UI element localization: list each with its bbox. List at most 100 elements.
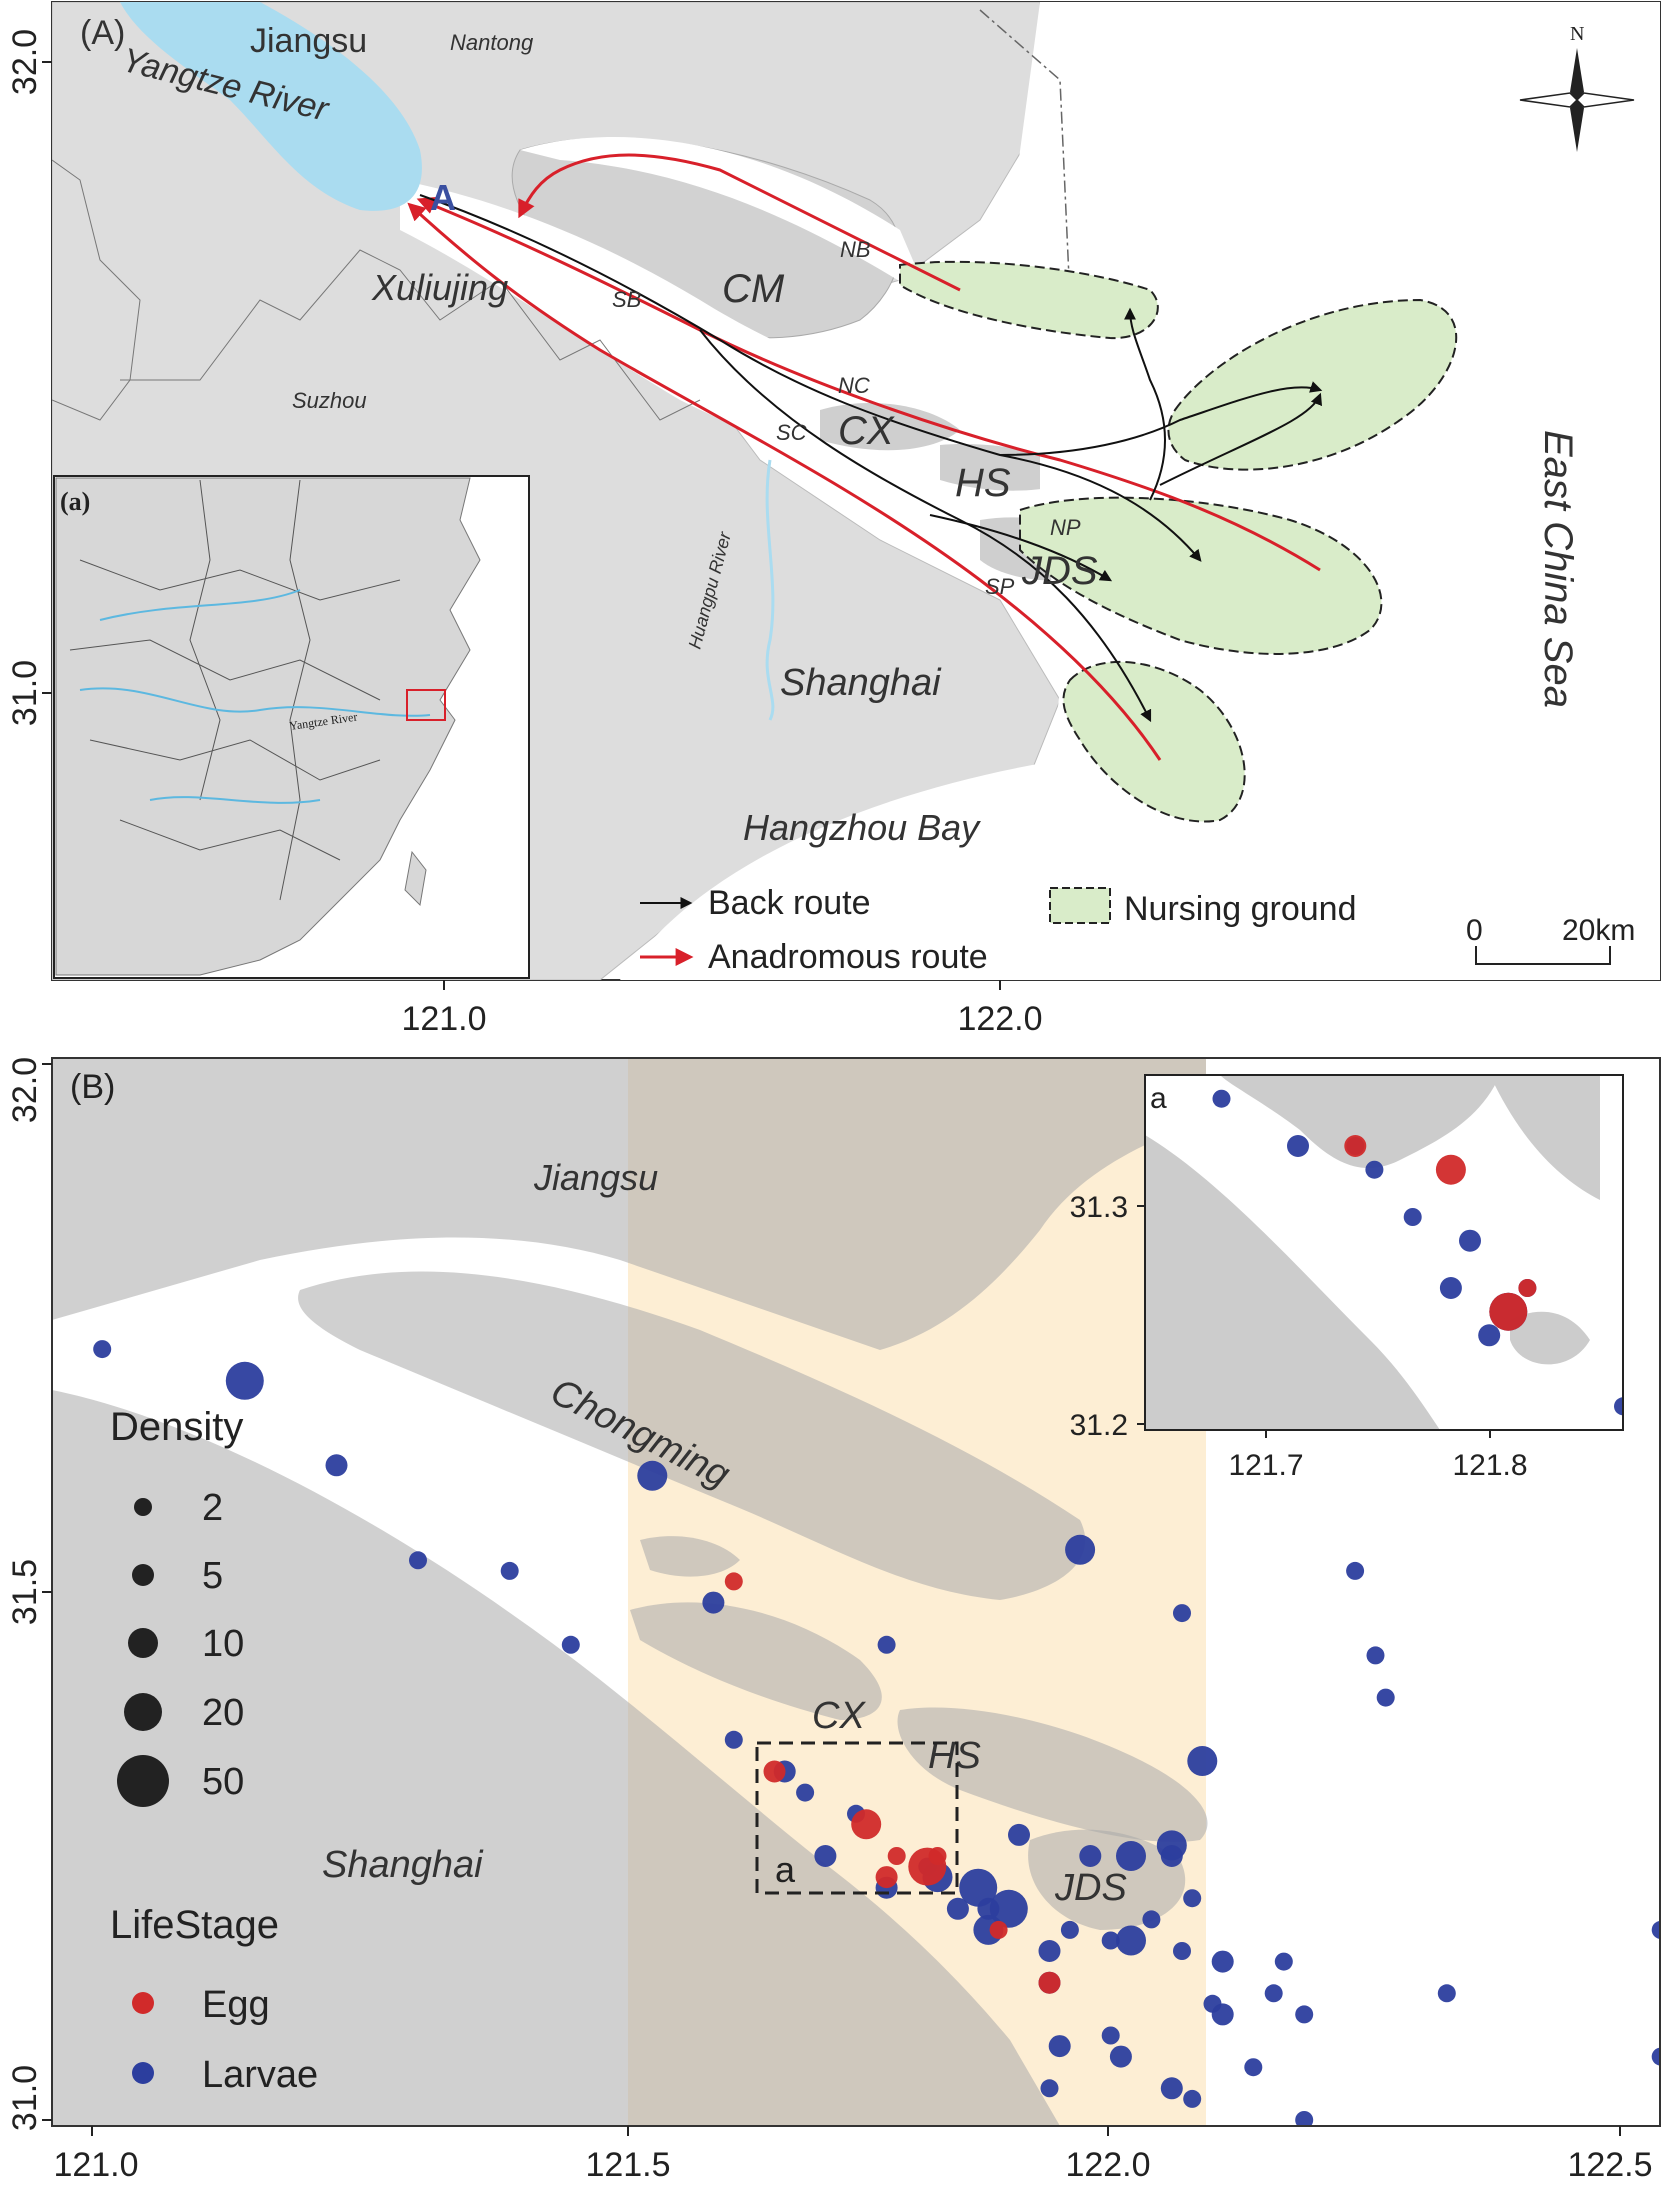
egg-point: [1435, 1154, 1466, 1185]
label-east-china-sea: East China Sea: [1536, 430, 1580, 708]
larvae-point: [637, 1460, 668, 1491]
egg-point: [763, 1760, 786, 1783]
north-arrow-icon: N: [1519, 23, 1635, 152]
sea-boundary: [979, 9, 1071, 301]
inset-ytick-313: 31.3: [1070, 1191, 1128, 1224]
panel-a-ytick-31: 31.0: [6, 660, 44, 726]
panel-b: (B) Jiangsu Chongming CX HS JDS Shanghai…: [6, 1057, 1661, 2184]
inset-land-islet: [1510, 1311, 1590, 1365]
panel-b-land-north: [52, 1058, 1206, 1350]
larvae-point: [724, 1730, 743, 1749]
larvae-point: [1295, 2005, 1314, 2024]
label-sp: SP: [985, 574, 1015, 599]
egg-point: [875, 1866, 898, 1889]
larvae-point: [1478, 1324, 1501, 1347]
larvae-point: [959, 1868, 998, 1907]
routes: [407, 153, 1323, 761]
larvae-point: [1459, 1229, 1481, 1252]
larvae-point: [1116, 1841, 1146, 1871]
density-swatch-5: [132, 1564, 154, 1586]
panel-b-ytick-315: 31.5: [6, 1559, 44, 1625]
larvae-point: [946, 1897, 969, 1920]
label-jds-b: JDS: [1054, 1867, 1127, 1909]
larvae-point: [1065, 1534, 1096, 1565]
panel-b-inset-label: a: [1150, 1082, 1167, 1115]
larvae-point: [989, 1889, 1028, 1928]
lifestage-larvae-swatch: [132, 2062, 154, 2084]
density-swatch-10: [128, 1628, 158, 1658]
admin-boundary: [120, 249, 701, 421]
larvae-point: [1376, 1688, 1395, 1707]
inset-area-box: [755, 1741, 959, 1895]
larvae-point: [1365, 1160, 1384, 1179]
label-hs-b: HS: [928, 1735, 981, 1777]
larvae-point: [500, 1561, 519, 1580]
panel-b-chongming: [298, 1271, 1086, 1600]
label-nc: NC: [838, 373, 870, 398]
larvae-point: [796, 1783, 815, 1802]
legend-anadromous-route-label: Anadromous route: [708, 938, 988, 976]
larvae-point: [1156, 1830, 1187, 1861]
inset-land: [55, 477, 481, 976]
label-shanghai-a: Shanghai: [780, 662, 942, 704]
legend-back-route-label: Back route: [708, 884, 871, 922]
larvae-point: [877, 1635, 896, 1654]
larvae-point: [1101, 2026, 1120, 2045]
density-label-20: 20: [202, 1692, 244, 1734]
larvae-point: [409, 1551, 427, 1570]
panel-b-points: [93, 1340, 1660, 2126]
egg-point: [989, 1920, 1008, 1939]
inset-xtick-1218: 121.8: [1452, 1449, 1527, 1482]
north-branch: [520, 136, 930, 300]
label-hangzhou-bay: Hangzhou Bay: [743, 807, 981, 848]
label-jiangsu-a: Jiangsu: [250, 22, 367, 60]
larvae-point: [93, 1340, 112, 1359]
label-shanghai-b: Shanghai: [322, 1844, 484, 1886]
lifestage-egg-swatch: [132, 1992, 154, 2014]
sea: [620, 2, 1660, 980]
label-suzhou: Suzhou: [292, 388, 367, 413]
label-sb: SB: [612, 287, 641, 312]
back-route-2: [999, 381, 1323, 456]
larvae-point: [1212, 1089, 1231, 1108]
label-cm: CM: [722, 267, 785, 311]
label-xuliujing: Xuliujing: [371, 267, 508, 308]
larvae-point: [1101, 1931, 1120, 1950]
larvae-point: [1264, 1984, 1283, 2003]
larvae-point: [1040, 2079, 1059, 2098]
back-route-4: [699, 329, 1152, 723]
density-swatch-20: [124, 1693, 162, 1731]
inset-area-box-label: a: [775, 1849, 796, 1890]
legend-nursing-ground-label: Nursing ground: [1124, 890, 1356, 928]
panel-b-xtick-122: 122.0: [1065, 2146, 1150, 2184]
panel-b-changxing: [630, 1602, 882, 1720]
anadromous-route-1: [518, 153, 961, 292]
label-cx-a: CX: [838, 409, 895, 453]
larvae-point: [702, 1591, 725, 1614]
density-swatch-50: [117, 1755, 169, 1807]
panel-a-label: (A): [80, 14, 125, 52]
density-label-50: 50: [202, 1761, 244, 1803]
egg-point: [1038, 1971, 1061, 1994]
panel-b-xtick-1225: 122.5: [1567, 2146, 1652, 2184]
panel-b-island-small: [640, 1536, 740, 1577]
inset-study-area-box: [406, 689, 446, 721]
back-route-3: [1124, 307, 1166, 501]
larvae-point: [1203, 1994, 1222, 2013]
marker-a-label: A: [430, 177, 456, 218]
egg-point: [1344, 1135, 1367, 1157]
scale-bar-end: 20km: [1562, 914, 1635, 947]
larvae-point: [1439, 1277, 1462, 1299]
larvae-point: [1142, 1910, 1161, 1929]
anadromous-route-2: [416, 196, 1321, 572]
panel-a: A (A) Jiangsu Yangtze River Nantong Xuli…: [6, 1, 1661, 1038]
label-sc: SC: [776, 420, 807, 445]
label-np: NP: [1050, 515, 1081, 540]
panel-b-legend: Density 2 5 10 20 50 LifeStage Egg Larva…: [110, 1405, 318, 2096]
lifestage-title: LifeStage: [110, 1903, 279, 1947]
inset-land-south: [1145, 1135, 1440, 1430]
larvae-point: [1346, 1561, 1365, 1580]
larvae-point: [1187, 1746, 1218, 1776]
inset-taiwan: [404, 850, 427, 907]
nursing-ground-1: [899, 260, 1159, 340]
